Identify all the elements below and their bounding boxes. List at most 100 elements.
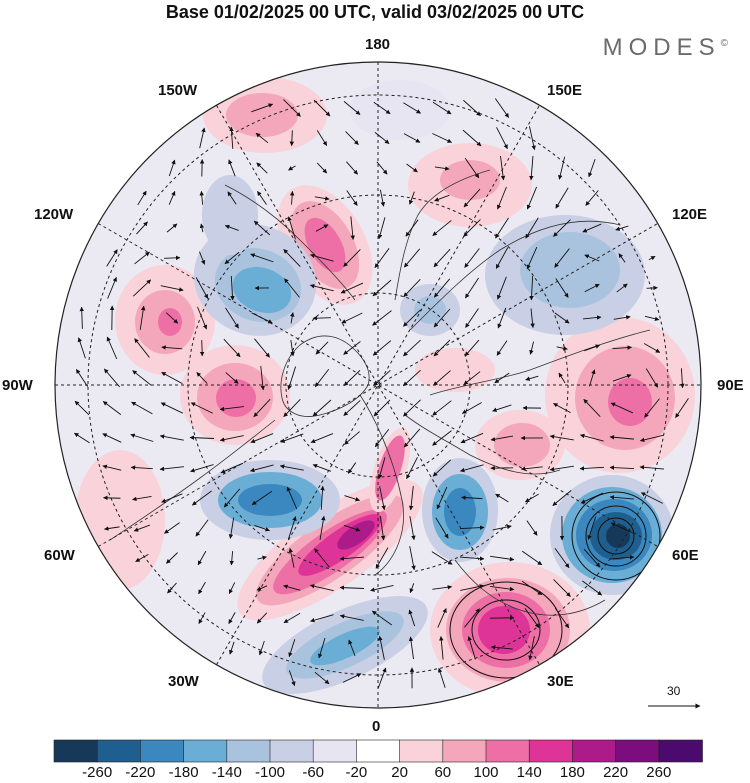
wind-vector bbox=[102, 433, 122, 443]
wind-vector bbox=[289, 190, 295, 205]
lon-label-60w: 60W bbox=[44, 547, 75, 564]
wind-vector bbox=[166, 223, 178, 233]
wind-vector bbox=[130, 433, 154, 442]
contours-eastern-europe bbox=[449, 581, 563, 679]
colorbar-swatch bbox=[96, 739, 142, 763]
colorbar-swatch bbox=[356, 739, 401, 763]
wind-vector bbox=[107, 276, 117, 299]
colorbar-tick-label: -260 bbox=[82, 764, 113, 781]
wind-vector bbox=[287, 516, 297, 540]
wind-vector bbox=[75, 368, 89, 387]
wind-vector bbox=[199, 251, 206, 265]
lon-label-30e: 30E bbox=[547, 673, 574, 690]
wind-vector bbox=[74, 432, 90, 444]
wind-vector bbox=[464, 339, 480, 357]
wind-vector bbox=[288, 165, 296, 171]
lon-label-0: 0 bbox=[372, 718, 381, 735]
wind-vector bbox=[290, 312, 295, 324]
wind-vector bbox=[616, 283, 628, 293]
wind-vector bbox=[133, 524, 150, 532]
anomaly-field bbox=[55, 62, 701, 708]
wind-vector bbox=[403, 102, 421, 114]
wind-vector bbox=[554, 548, 570, 569]
wind-vector bbox=[161, 371, 183, 385]
wind-vector bbox=[549, 465, 574, 472]
wind-vector bbox=[464, 157, 480, 179]
wind-vector bbox=[253, 398, 271, 418]
wind-vector bbox=[408, 609, 416, 627]
wind-vector bbox=[255, 132, 269, 144]
wind-vector bbox=[459, 525, 485, 530]
lon-label-30w: 30W bbox=[168, 673, 199, 690]
wind-vector bbox=[283, 612, 301, 624]
wind-vector bbox=[190, 464, 214, 473]
wind-vector bbox=[228, 517, 235, 539]
wind-vector bbox=[528, 636, 535, 661]
wind-vector bbox=[526, 186, 538, 210]
wind-vector bbox=[164, 255, 181, 261]
wind-vector bbox=[613, 315, 631, 320]
wind-vector bbox=[339, 556, 364, 561]
wind-vector bbox=[490, 586, 515, 592]
anomaly-pos-central-asia bbox=[415, 317, 695, 480]
wind-vector bbox=[256, 585, 268, 591]
wind-vector bbox=[161, 493, 183, 503]
wind-vector bbox=[433, 370, 451, 386]
wind-vector bbox=[284, 278, 300, 298]
wind-vector bbox=[403, 133, 421, 143]
colorbar-tick-label: 100 bbox=[473, 764, 499, 781]
wind-vector bbox=[618, 253, 626, 263]
wind-vector bbox=[403, 399, 421, 417]
wind-vector bbox=[463, 188, 481, 208]
wind-vector bbox=[639, 434, 664, 443]
wind-vector bbox=[228, 582, 236, 594]
wind-vector bbox=[588, 158, 596, 178]
lon-label-120w: 120W bbox=[34, 206, 74, 223]
wind-vector bbox=[130, 465, 153, 470]
wind-vector bbox=[225, 307, 239, 329]
wind-vector bbox=[310, 614, 334, 623]
wind-vector bbox=[103, 368, 121, 388]
wind-vector bbox=[370, 585, 394, 592]
colorbar-tick-label: -220 bbox=[125, 764, 156, 781]
wind-vector bbox=[290, 340, 295, 357]
wind-vector bbox=[373, 369, 391, 387]
wind-vector bbox=[229, 551, 234, 566]
lon-label-150e: 150E bbox=[547, 82, 583, 99]
wind-vector bbox=[251, 490, 273, 506]
wind-vector bbox=[190, 402, 213, 414]
wind-vector bbox=[520, 466, 543, 471]
wind-vector bbox=[521, 550, 543, 566]
wind-vector bbox=[288, 670, 296, 687]
wind-vector bbox=[492, 404, 512, 412]
wind-vector bbox=[556, 346, 568, 351]
wind-vector bbox=[343, 341, 361, 355]
colorbar-tick-label: -60 bbox=[302, 764, 325, 781]
wind-vector bbox=[582, 315, 602, 320]
wind-vector bbox=[199, 223, 205, 233]
wind-vector bbox=[525, 375, 539, 381]
wind-vector bbox=[344, 431, 360, 445]
wind-vector bbox=[225, 372, 239, 384]
wind-vector bbox=[342, 673, 362, 683]
wind-vector bbox=[318, 637, 326, 659]
colorbar-swatch bbox=[399, 739, 444, 763]
wind-vector bbox=[167, 582, 177, 594]
wind-vector bbox=[589, 369, 596, 387]
wind-vector bbox=[432, 459, 452, 477]
wind-vector bbox=[494, 372, 510, 384]
wind-vector bbox=[315, 341, 329, 355]
wind-vector bbox=[223, 488, 241, 508]
wind-vector bbox=[406, 457, 418, 480]
wind-vector bbox=[436, 486, 448, 510]
wind-vector bbox=[403, 369, 421, 387]
wind-vector bbox=[524, 608, 540, 629]
wind-vector bbox=[549, 434, 574, 441]
anomaly-neg-caspian bbox=[550, 475, 674, 595]
wind-vector bbox=[196, 372, 208, 384]
wind-vector bbox=[316, 162, 328, 174]
wind-vector bbox=[161, 345, 183, 350]
wind-vector bbox=[350, 216, 356, 240]
lon-label-90e: 90E bbox=[717, 377, 744, 394]
wind-vector bbox=[554, 248, 570, 268]
